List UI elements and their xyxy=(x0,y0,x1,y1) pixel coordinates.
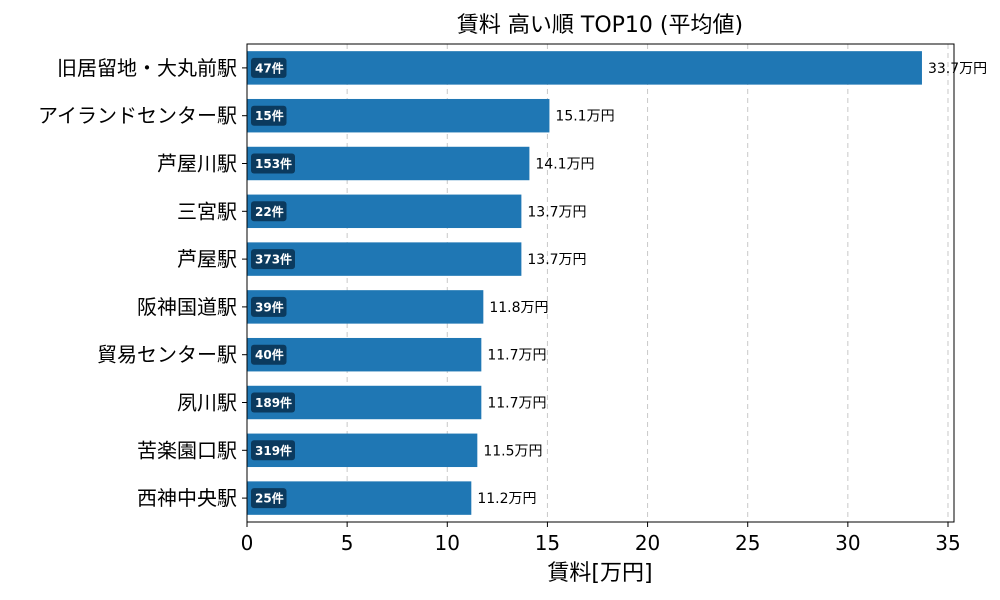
bar xyxy=(247,194,522,229)
x-tick-label: 30 xyxy=(835,531,860,555)
category-label: 西神中央駅 xyxy=(137,486,237,510)
x-tick-label: 15 xyxy=(535,531,560,555)
count-badge xyxy=(251,57,287,78)
count-label: 25件 xyxy=(255,491,284,506)
bar-group: 47件 33.7万円 xyxy=(247,51,987,85)
bar-group: 319件 11.5万円 xyxy=(247,433,542,468)
count-label: 15件 xyxy=(255,108,284,123)
count-label: 39件 xyxy=(255,299,284,314)
x-axis-label: 賃料[万円] xyxy=(547,561,652,586)
bar-group: 153件 14.1万円 xyxy=(247,146,595,181)
count-badge xyxy=(251,105,287,126)
category-label: 阪神国道駅 xyxy=(137,295,237,319)
value-label: 11.7万円 xyxy=(487,396,546,412)
category-label: 苦楽園口駅 xyxy=(137,438,237,462)
value-label: 11.7万円 xyxy=(487,348,546,364)
x-tick-label: 5 xyxy=(341,531,354,555)
count-label: 189件 xyxy=(255,395,292,410)
count-label: 373件 xyxy=(255,252,292,267)
category-label: 夙川駅 xyxy=(177,391,237,415)
category-label: アイランドセンター駅 xyxy=(38,104,237,128)
category-label: 貿易センター駅 xyxy=(97,343,237,367)
bar xyxy=(247,98,550,133)
bar-group: 40件 11.7万円 xyxy=(247,337,547,372)
count-badge xyxy=(251,488,287,509)
category-label: 芦屋駅 xyxy=(177,247,237,271)
count-badge xyxy=(251,249,295,270)
count-badge xyxy=(251,153,295,174)
value-label: 13.7万円 xyxy=(527,204,586,220)
category-label: 三宮駅 xyxy=(177,199,237,223)
bar-group: 22件 13.7万円 xyxy=(247,194,587,229)
bar-group: 39件 11.8万円 xyxy=(247,290,549,324)
count-badge xyxy=(251,344,287,365)
y-axis-ticks: 旧居留地・大丸前駅アイランドセンター駅芦屋川駅三宮駅芦屋駅阪神国道駅貿易センター… xyxy=(38,56,247,510)
x-tick-label: 10 xyxy=(435,531,460,555)
value-label: 11.5万円 xyxy=(483,443,542,459)
plot-frame xyxy=(246,43,955,523)
bar-group: 373件 13.7万円 xyxy=(247,242,587,276)
count-label: 47件 xyxy=(255,60,284,75)
count-badge xyxy=(251,296,287,317)
value-label: 33.7万円 xyxy=(928,61,987,77)
count-badge xyxy=(251,440,295,461)
count-label: 153件 xyxy=(255,156,292,171)
count-badge xyxy=(251,201,287,222)
chart-title: 賃料 高い順 TOP10 (平均値) xyxy=(457,13,743,38)
value-label: 11.2万円 xyxy=(477,491,536,507)
category-label: 芦屋川駅 xyxy=(157,152,237,176)
value-label: 13.7万円 xyxy=(527,252,586,268)
bar-group: 189件 11.7万円 xyxy=(247,385,547,420)
category-label: 旧居留地・大丸前駅 xyxy=(57,56,237,80)
value-label: 15.1万円 xyxy=(555,109,614,125)
bar-group: 15件 15.1万円 xyxy=(247,98,615,133)
count-badge xyxy=(251,392,295,413)
count-label: 319件 xyxy=(255,443,292,458)
value-label: 11.8万円 xyxy=(489,300,548,316)
bar-group: 25件 11.2万円 xyxy=(247,481,536,515)
count-label: 22件 xyxy=(255,204,284,219)
count-label: 40件 xyxy=(255,347,284,362)
x-axis-ticks: 0 5 10 15 20 25 30 35 xyxy=(241,522,961,555)
x-tick-label: 35 xyxy=(935,531,960,555)
x-tick-label: 0 xyxy=(241,531,254,555)
x-tick-label: 20 xyxy=(635,531,660,555)
bar xyxy=(247,51,922,85)
x-tick-label: 25 xyxy=(735,531,760,555)
value-label: 14.1万円 xyxy=(535,157,594,173)
